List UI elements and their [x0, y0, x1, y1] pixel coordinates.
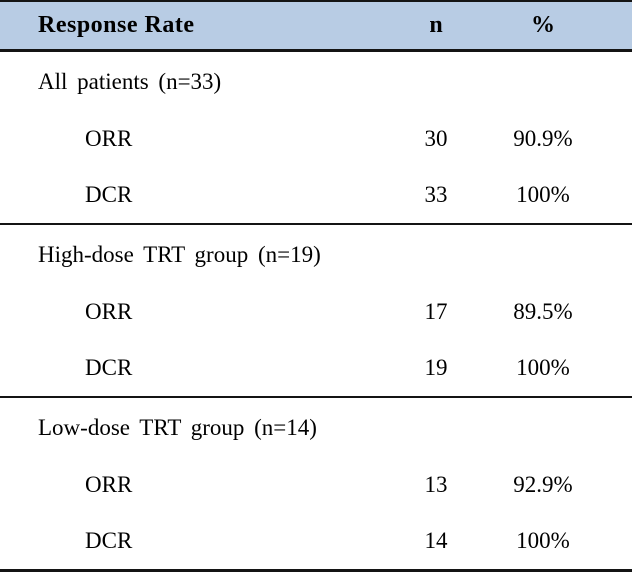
- section-low-dose: Low-dose TRT group (n=14): [0, 398, 632, 457]
- section-all-patients: All patients (n=33): [0, 52, 632, 111]
- header-response-rate: Response Rate: [38, 12, 195, 38]
- percent-value: 89.5%: [513, 299, 573, 324]
- percent-value: 90.9%: [513, 126, 573, 151]
- measure-label: DCR: [85, 355, 133, 380]
- percent-value: 100%: [516, 355, 570, 380]
- table-row-dcr: DCR 14 100%: [0, 513, 632, 569]
- n-value: 30: [424, 126, 448, 151]
- n-value: 33: [424, 182, 448, 207]
- section-label: Low-dose TRT group (n=14): [38, 414, 317, 440]
- table-row-orr: ORR 30 90.9%: [0, 111, 632, 167]
- section-label: High-dose TRT group (n=19): [38, 241, 321, 267]
- percent-value: 100%: [516, 182, 570, 207]
- n-value: 19: [424, 355, 448, 380]
- section-separator: [0, 223, 632, 225]
- table-row-orr: ORR 13 92.9%: [0, 457, 632, 513]
- percent-value: 92.9%: [513, 472, 573, 497]
- header-n: n: [429, 12, 443, 38]
- measure-label: ORR: [85, 299, 133, 324]
- table-row-orr: ORR 17 89.5%: [0, 284, 632, 340]
- section-label: All patients (n=33): [38, 68, 222, 94]
- percent-value: 100%: [516, 528, 570, 553]
- n-value: 14: [424, 528, 448, 553]
- table-row-dcr: DCR 19 100%: [0, 340, 632, 396]
- section-separator: [0, 396, 632, 398]
- n-value: 13: [424, 472, 448, 497]
- table-header-row: Response Rate n %: [0, 2, 632, 52]
- measure-label: DCR: [85, 182, 133, 207]
- table-row-dcr: DCR 33 100%: [0, 167, 632, 223]
- table-bottom-rule: [0, 569, 632, 572]
- n-value: 17: [424, 299, 448, 324]
- measure-label: DCR: [85, 528, 133, 553]
- section-high-dose: High-dose TRT group (n=19): [0, 225, 632, 284]
- header-percent: %: [531, 12, 555, 38]
- measure-label: ORR: [85, 126, 133, 151]
- measure-label: ORR: [85, 472, 133, 497]
